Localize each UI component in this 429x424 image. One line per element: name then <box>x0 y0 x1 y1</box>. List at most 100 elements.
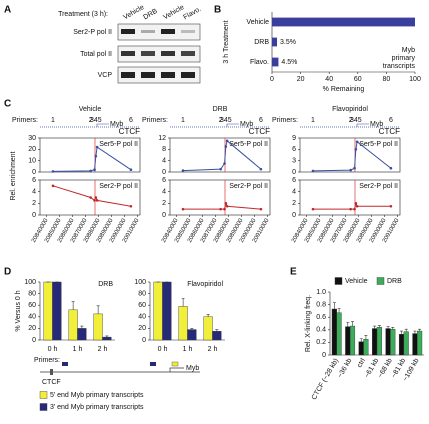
error-bar <box>391 326 395 330</box>
category-label: Flavo. <box>250 59 269 66</box>
plot-frame <box>299 137 401 173</box>
error-bar <box>80 325 84 329</box>
legend-label: Vehicle <box>345 278 368 285</box>
point <box>353 207 356 211</box>
primers-title: Primers: <box>12 117 38 124</box>
y-tick-label: 100 <box>134 279 146 286</box>
series-label: Ser2-P pol II <box>359 183 398 190</box>
y-tick-label: 12 <box>158 135 166 142</box>
gene-label: Myb <box>110 121 123 128</box>
x-tick-label: 2 h <box>98 346 108 353</box>
point <box>355 140 359 144</box>
legend-label: DRB <box>387 278 402 285</box>
primer-label: 2 <box>349 117 353 124</box>
bar <box>345 326 351 356</box>
x-tick-label: 60 <box>354 76 362 83</box>
primer-diagram: Primers: CTCF Myb <box>34 357 200 386</box>
bar <box>385 328 391 356</box>
y-tick-label: 3 <box>292 158 296 165</box>
error-bar <box>386 326 390 329</box>
x-tick-label: 20 <box>297 76 305 83</box>
error-bar <box>400 330 404 335</box>
legend-swatch <box>39 391 48 399</box>
y-tick-label: 80 <box>138 290 146 297</box>
blot-strip <box>117 66 201 84</box>
y-axis-label: % Versus 0 h <box>15 290 22 331</box>
primer-label: 1 <box>181 117 185 124</box>
series-label: Ser5-P pol II <box>229 141 268 148</box>
lane-label: Flavo. <box>182 6 202 22</box>
chart-title: DRB <box>213 106 228 113</box>
x-axis-label: % Remaining <box>323 86 365 93</box>
point <box>225 204 229 208</box>
legend-swatch <box>376 277 385 285</box>
plot-frame <box>299 179 401 216</box>
point <box>129 204 133 208</box>
error-bar <box>350 321 354 327</box>
series-line <box>312 140 392 172</box>
chart-title: Flavopiridol <box>332 106 368 113</box>
series-label: Ser5-P pol II <box>359 141 398 148</box>
point <box>219 167 222 171</box>
x-tick-label: 0 h <box>48 346 58 353</box>
error-bar <box>413 330 417 334</box>
point <box>259 167 263 171</box>
bar <box>43 281 53 341</box>
point <box>89 196 92 199</box>
gene-arrow <box>226 123 239 127</box>
error-bar <box>181 297 185 307</box>
y-axis-label: Rel. enrichment <box>10 151 17 200</box>
bar <box>363 339 369 356</box>
series-line <box>312 201 391 210</box>
error-bar <box>190 328 194 330</box>
y-tick-label: 10 <box>28 158 36 165</box>
point <box>311 207 315 211</box>
primer-box <box>171 361 179 367</box>
y-tick-label: 0 <box>32 169 36 176</box>
y-tick-label: 1.0 <box>316 289 326 296</box>
band <box>121 29 135 34</box>
y-tick-label: 0 <box>322 352 326 359</box>
point <box>51 184 55 188</box>
point <box>349 207 352 211</box>
x-tick-label: 0 h <box>158 346 168 353</box>
error-bar <box>96 305 100 314</box>
series-label: Ser5-P pol II <box>99 141 138 148</box>
y-tick-label: 4 <box>162 158 166 165</box>
point <box>389 166 393 170</box>
y-tick-label: 4 <box>32 189 36 196</box>
x-tick-label: 1 h <box>73 346 83 353</box>
chart-title: DRB <box>98 281 113 288</box>
gene-arrow <box>169 367 184 372</box>
y-tick-label: 40 <box>138 314 146 321</box>
bar <box>212 331 222 341</box>
bar <box>372 328 378 356</box>
primer-box <box>150 362 156 366</box>
gene-arrow <box>356 123 369 127</box>
blot-strip <box>117 23 201 41</box>
primer-label: 345 <box>350 117 362 124</box>
band <box>141 30 155 33</box>
error-bar <box>364 335 368 340</box>
blot-strip <box>117 45 201 63</box>
y-tick-label: 0.4 <box>316 327 326 334</box>
gene-label: Myb <box>186 365 199 372</box>
annotation: transcripts <box>383 63 416 70</box>
series-line <box>182 139 262 172</box>
band <box>161 51 175 56</box>
point <box>94 154 98 158</box>
primer-label: 6 <box>259 117 263 124</box>
y-tick-label: 20 <box>28 146 36 153</box>
band <box>141 72 155 78</box>
bar <box>398 334 405 356</box>
bar <box>153 281 163 341</box>
primers-title: Primers: <box>272 117 298 124</box>
bar <box>336 312 342 356</box>
point <box>224 145 228 148</box>
y-tick-label: 80 <box>28 290 36 297</box>
y-tick-label: 100 <box>24 279 36 286</box>
y-axis-label: 3 h Treatment <box>223 20 230 63</box>
bar <box>178 306 188 341</box>
x-tick-label: 1 h <box>183 346 193 353</box>
bar <box>412 333 418 356</box>
